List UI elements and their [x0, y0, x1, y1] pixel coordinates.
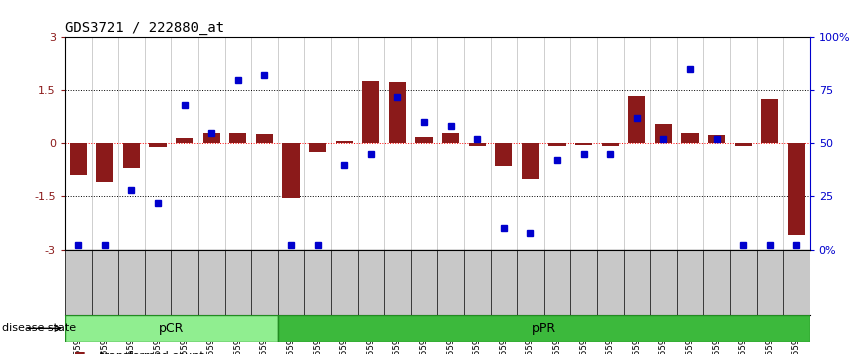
Bar	[575, 143, 592, 145]
Bar	[469, 143, 486, 146]
Bar	[229, 133, 247, 143]
Text: ■: ■	[74, 349, 86, 354]
Bar	[522, 143, 539, 179]
Bar	[788, 143, 805, 235]
Bar	[150, 143, 166, 147]
Text: pCR: pCR	[158, 322, 184, 335]
Text: transformed count: transformed count	[100, 351, 204, 354]
Bar	[602, 143, 619, 146]
Bar	[65, 315, 278, 342]
Bar	[389, 82, 406, 143]
Bar	[416, 137, 433, 143]
Text: pPR: pPR	[532, 322, 556, 335]
Bar	[362, 81, 379, 143]
Bar	[123, 143, 140, 168]
Bar	[203, 133, 220, 143]
Bar	[655, 124, 672, 143]
Bar	[628, 96, 645, 143]
Bar	[336, 141, 352, 143]
Bar	[282, 143, 300, 198]
Bar	[69, 143, 87, 175]
Bar	[309, 143, 326, 152]
Text: disease state: disease state	[2, 323, 76, 333]
Bar	[761, 99, 779, 143]
Bar	[442, 133, 459, 143]
Bar	[278, 315, 810, 342]
Bar	[548, 143, 565, 146]
Bar	[734, 143, 752, 146]
Bar	[682, 133, 699, 143]
Text: GDS3721 / 222880_at: GDS3721 / 222880_at	[65, 21, 224, 35]
Bar	[495, 143, 513, 166]
Bar	[708, 135, 725, 143]
Bar	[176, 138, 193, 143]
Bar	[255, 134, 273, 143]
Bar	[96, 143, 113, 182]
